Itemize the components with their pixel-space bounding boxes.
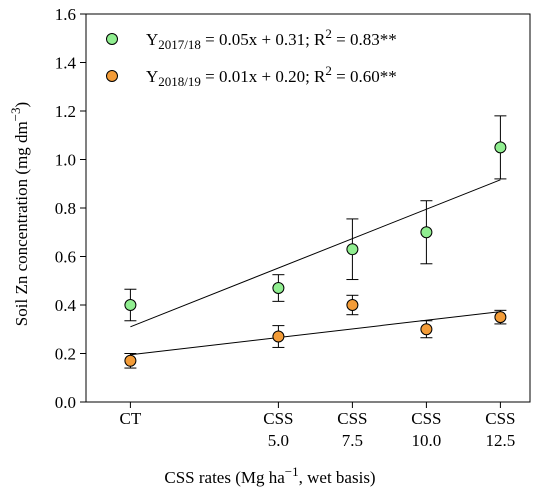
y-tick-label: 0.0 xyxy=(55,393,76,412)
data-point-series-0 xyxy=(124,299,137,311)
y-axis-title: Soil Zn concentration (mg dm−3) xyxy=(8,102,31,326)
y-tick-label: 1.2 xyxy=(55,102,76,121)
x-tick-label-value: 5.0 xyxy=(268,431,289,450)
legend-label-2018-19: Y2018/19 = 0.01x + 0.20; R2 = 0.60** xyxy=(146,63,397,89)
y-tick-label: 0.6 xyxy=(55,248,76,267)
x-tick-label: CSS xyxy=(263,409,293,428)
legend: Y2017/18 = 0.05x + 0.31; R2 = 0.83** Y20… xyxy=(106,26,397,89)
x-tick-label: CSS xyxy=(337,409,367,428)
data-point-series-0 xyxy=(494,141,507,154)
x-tick-label-value: 7.5 xyxy=(342,431,363,450)
data-point-series-1 xyxy=(124,354,137,367)
data-point-series-1 xyxy=(494,311,507,324)
x-axis-title: CSS rates (Mg ha−1, wet basis) xyxy=(164,464,375,487)
x-tick-label: CT xyxy=(120,409,142,428)
data-point-series-1 xyxy=(346,299,359,311)
data-point-series-0 xyxy=(272,282,285,295)
x-tick-label: CSS xyxy=(411,409,441,428)
legend-marker-2017-18 xyxy=(106,33,118,45)
x-ticks: CT CSS 5.0 CSS 7.5 CSS 10.0 CSS 12.5 xyxy=(120,402,516,450)
fit-line-series-0 xyxy=(130,179,501,328)
y-tick-label: 1.0 xyxy=(55,151,76,170)
error-bars xyxy=(124,115,507,369)
legend-label-2017-18: Y2017/18 = 0.05x + 0.31; R2 = 0.83** xyxy=(146,26,397,52)
data-point-series-1 xyxy=(420,323,433,336)
y-tick-label: 0.8 xyxy=(55,199,76,218)
data-point-series-0 xyxy=(346,243,359,256)
y-tick-label: 1.6 xyxy=(55,5,76,24)
y-ticks: 0.0 0.2 0.4 0.6 0.8 1.0 1.2 1.4 1.6 xyxy=(55,5,86,412)
x-tick-label-value: 10.0 xyxy=(412,431,442,450)
x-tick-label-value: 12.5 xyxy=(486,431,516,450)
y-tick-label: 1.4 xyxy=(55,54,77,73)
y-tick-label: 0.2 xyxy=(55,345,76,364)
data-points xyxy=(124,141,507,367)
data-point-series-0 xyxy=(420,226,433,239)
data-point-series-1 xyxy=(272,330,285,343)
fit-line-series-1 xyxy=(130,311,501,356)
fit-lines xyxy=(130,179,501,356)
y-tick-label: 0.4 xyxy=(55,296,77,315)
legend-marker-2018-19 xyxy=(106,70,118,82)
x-tick-label: CSS xyxy=(485,409,515,428)
